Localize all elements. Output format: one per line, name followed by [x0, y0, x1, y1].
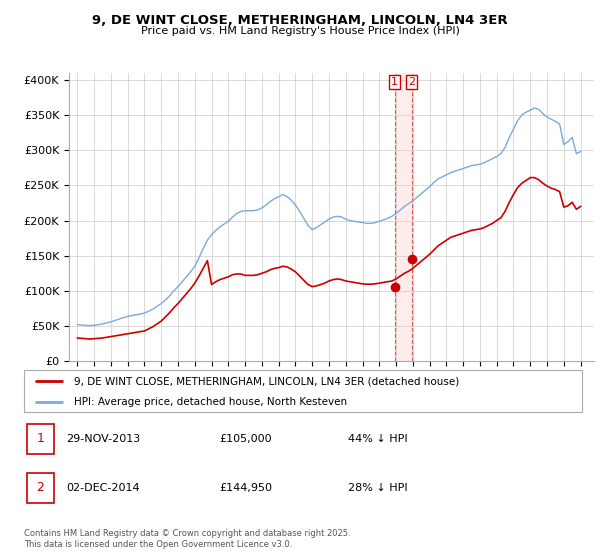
Text: 1: 1	[36, 432, 44, 445]
FancyBboxPatch shape	[27, 473, 53, 503]
Text: 1: 1	[391, 77, 398, 87]
Text: 28% ↓ HPI: 28% ↓ HPI	[347, 483, 407, 493]
Text: Contains HM Land Registry data © Crown copyright and database right 2025.
This d: Contains HM Land Registry data © Crown c…	[24, 529, 350, 549]
Text: 29-NOV-2013: 29-NOV-2013	[66, 434, 140, 444]
FancyBboxPatch shape	[27, 424, 53, 454]
FancyBboxPatch shape	[24, 370, 582, 412]
Text: 02-DEC-2014: 02-DEC-2014	[66, 483, 139, 493]
Text: HPI: Average price, detached house, North Kesteven: HPI: Average price, detached house, Nort…	[74, 398, 347, 407]
Text: 9, DE WINT CLOSE, METHERINGHAM, LINCOLN, LN4 3ER: 9, DE WINT CLOSE, METHERINGHAM, LINCOLN,…	[92, 14, 508, 27]
Text: £144,950: £144,950	[220, 483, 272, 493]
Text: Price paid vs. HM Land Registry's House Price Index (HPI): Price paid vs. HM Land Registry's House …	[140, 26, 460, 36]
Bar	[395, 73, 412, 361]
Text: 2: 2	[36, 482, 44, 494]
Text: 9, DE WINT CLOSE, METHERINGHAM, LINCOLN, LN4 3ER (detached house): 9, DE WINT CLOSE, METHERINGHAM, LINCOLN,…	[74, 376, 460, 386]
Text: 44% ↓ HPI: 44% ↓ HPI	[347, 434, 407, 444]
Text: 2: 2	[408, 77, 415, 87]
Text: £105,000: £105,000	[220, 434, 272, 444]
